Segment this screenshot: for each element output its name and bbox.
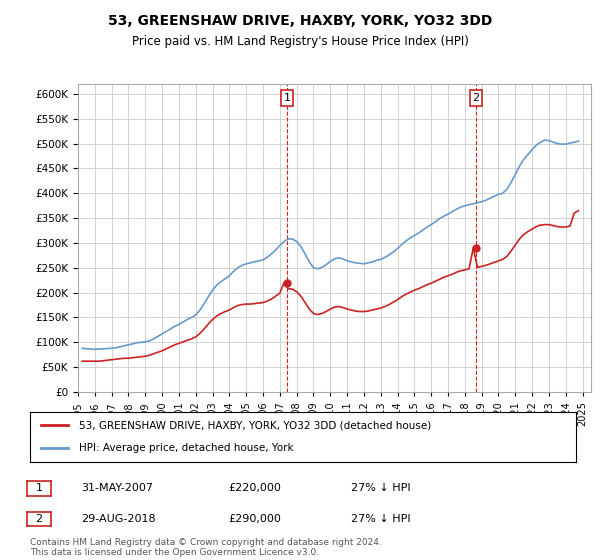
Text: £220,000: £220,000 xyxy=(228,483,281,493)
Text: 1: 1 xyxy=(283,93,290,103)
Text: 31-MAY-2007: 31-MAY-2007 xyxy=(81,483,153,493)
Text: 27% ↓ HPI: 27% ↓ HPI xyxy=(351,483,410,493)
Text: 2: 2 xyxy=(473,93,479,103)
Text: HPI: Average price, detached house, York: HPI: Average price, detached house, York xyxy=(79,444,294,454)
Text: 27% ↓ HPI: 27% ↓ HPI xyxy=(351,514,410,524)
Text: 2: 2 xyxy=(35,514,43,524)
Text: Price paid vs. HM Land Registry's House Price Index (HPI): Price paid vs. HM Land Registry's House … xyxy=(131,35,469,48)
Text: 53, GREENSHAW DRIVE, HAXBY, YORK, YO32 3DD (detached house): 53, GREENSHAW DRIVE, HAXBY, YORK, YO32 3… xyxy=(79,420,431,430)
Text: Contains HM Land Registry data © Crown copyright and database right 2024.
This d: Contains HM Land Registry data © Crown c… xyxy=(30,538,382,557)
Text: 53, GREENSHAW DRIVE, HAXBY, YORK, YO32 3DD: 53, GREENSHAW DRIVE, HAXBY, YORK, YO32 3… xyxy=(108,14,492,28)
Text: 1: 1 xyxy=(35,483,43,493)
Text: 29-AUG-2018: 29-AUG-2018 xyxy=(81,514,155,524)
Text: £290,000: £290,000 xyxy=(228,514,281,524)
